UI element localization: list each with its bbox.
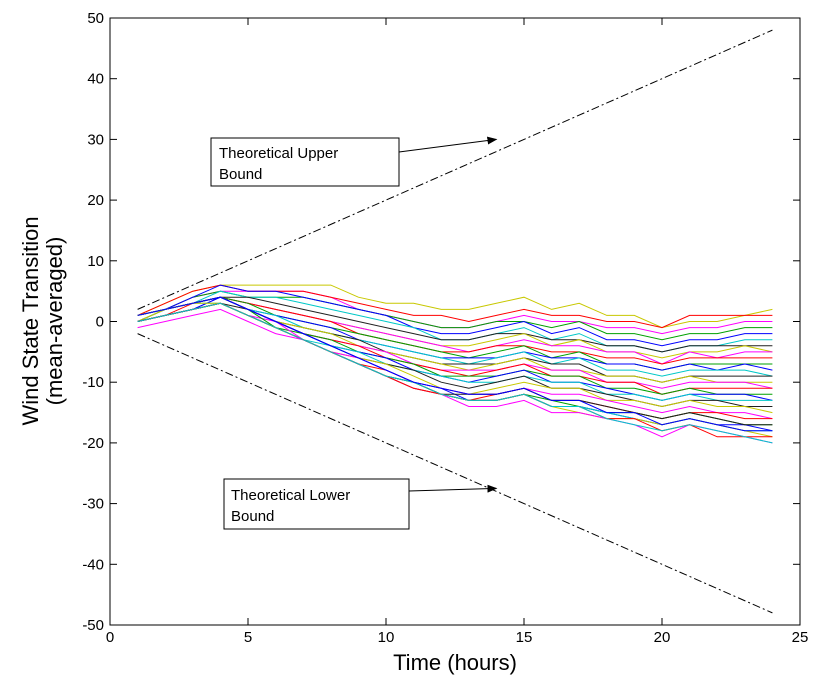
y-tick-label: 20 (87, 192, 104, 209)
annotation-lower-bound: Theoretical Lower Bound (223, 478, 498, 530)
annotation-upper-bound: Theoretical Upper Bound (210, 136, 498, 187)
y-tick-label: -20 (82, 435, 104, 452)
series-line-7 (137, 296, 773, 353)
series-line-5 (137, 284, 773, 347)
x-tick-label: 20 (654, 629, 671, 646)
x-tick-label: 10 (378, 629, 395, 646)
y-tick-label: 40 (87, 71, 104, 88)
annotation-lower-box (223, 478, 410, 530)
x-tick-label: 5 (244, 629, 252, 646)
y-tick-label: -50 (82, 617, 104, 634)
y-tick-label: -10 (82, 374, 104, 391)
y-axis-label: Wind State Transition (mean-averaged) (18, 216, 67, 425)
annotation-upper-box (210, 137, 400, 187)
upper-bound-line (137, 29, 773, 310)
annotation-lower-line-2: Bound (231, 508, 274, 525)
lower-bound-line (137, 333, 773, 614)
annotation-upper-arrow (398, 136, 498, 153)
y-tick-label: 30 (87, 131, 104, 148)
y-axis-label-line-2: (mean-averaged) (42, 237, 67, 406)
y-tick-label: 50 (87, 10, 104, 27)
series-layer (137, 284, 773, 444)
annotation-lower-line-1: Theoretical Lower (231, 487, 350, 504)
x-tick-label: 0 (106, 629, 114, 646)
series-line-30 (137, 308, 773, 444)
y-tick-label: 0 (96, 314, 104, 331)
series-line-33 (137, 296, 773, 432)
ticks-layer: 0 5 10 15 20 25 -50 -40 -30 -20 -10 0 10 20 30 40 50 (82, 10, 808, 646)
y-tick-label: 10 (87, 253, 104, 270)
y-tick-label: -40 (82, 556, 104, 573)
y-axis-label-line-1: Wind State Transition (18, 216, 43, 425)
annotation-upper-line-2: Bound (219, 166, 262, 183)
annotation-upper-line-1: Theoretical Upper (219, 145, 338, 162)
series-line-32 (137, 302, 773, 444)
x-axis-label: Time (hours) (393, 650, 517, 675)
series-line-1 (137, 284, 773, 329)
x-tick-label: 25 (792, 629, 809, 646)
bounds-layer (137, 29, 773, 614)
x-tick-label: 15 (516, 629, 533, 646)
annotation-lower-arrow (408, 484, 498, 493)
y-tick-label: -30 (82, 496, 104, 513)
